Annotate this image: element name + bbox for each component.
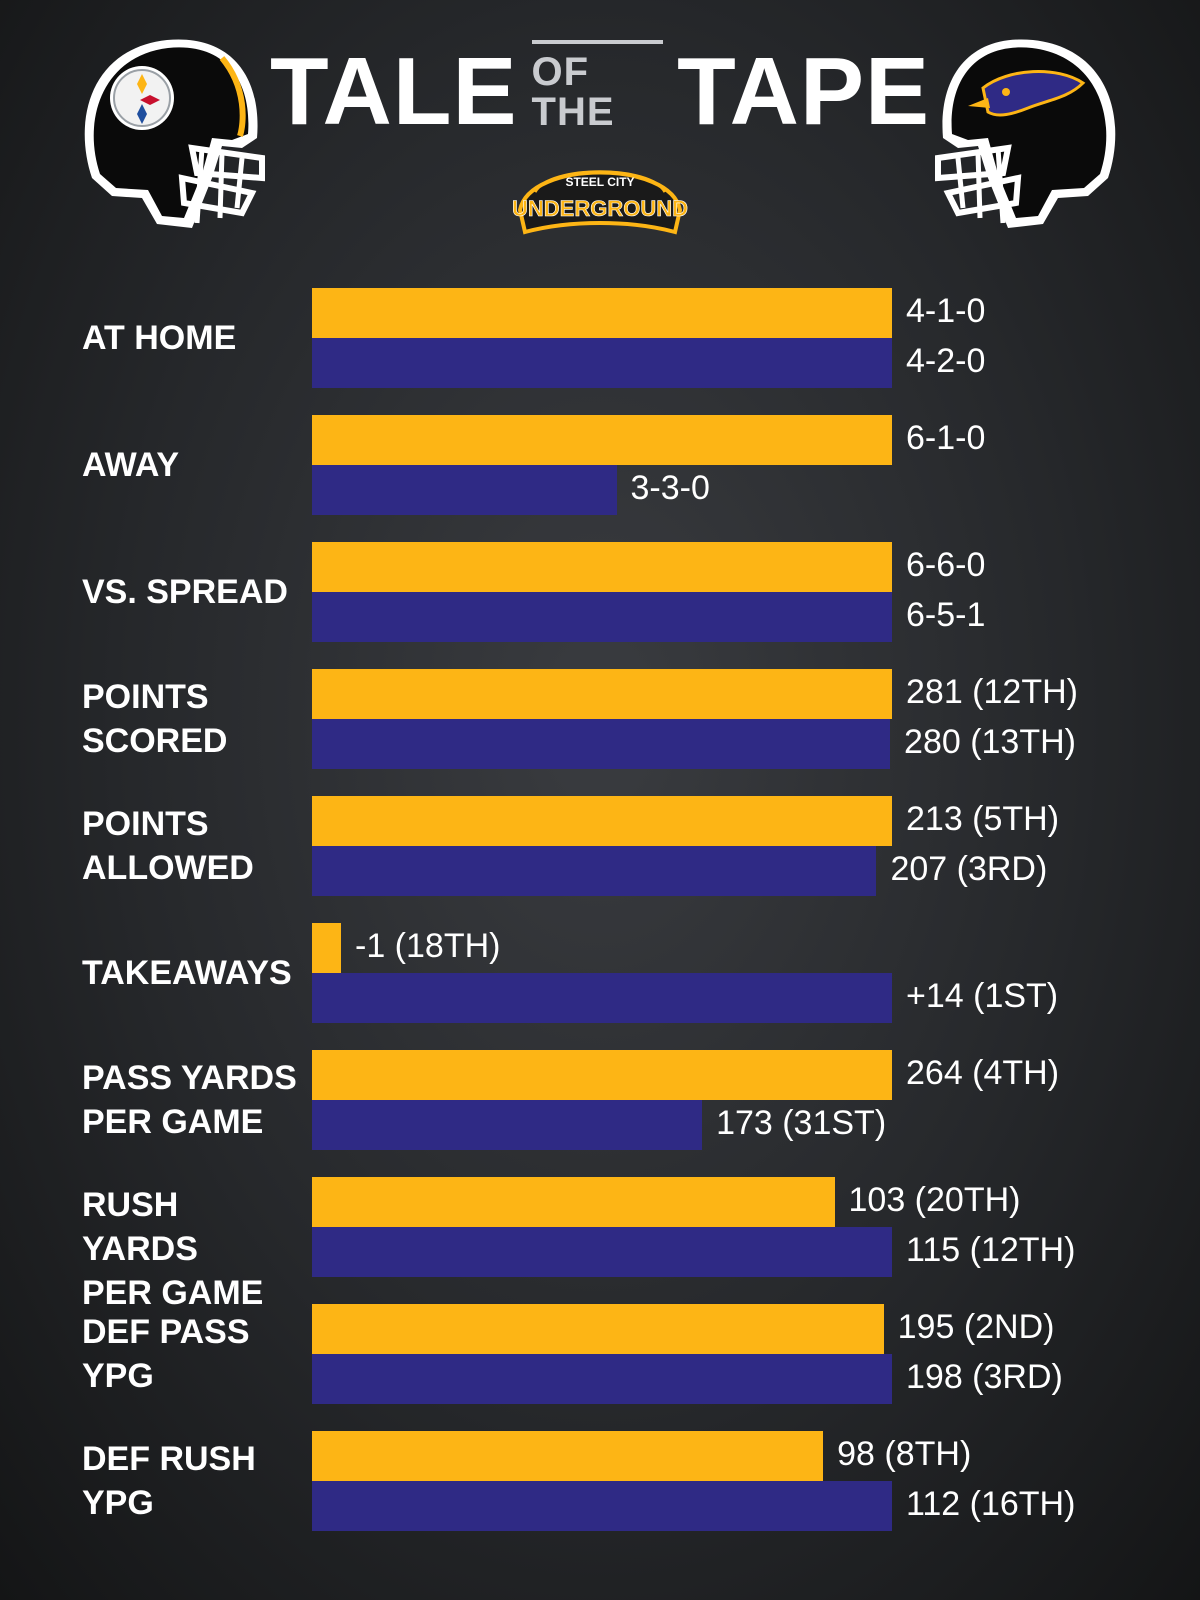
value-label-team1: 195 (2ND) [897,1308,1055,1346]
value-label-team2: 6-5-1 [906,596,986,634]
row-label: TAKEAWAYS [82,954,292,992]
bar-team1 [312,1177,835,1227]
value-label-team2: 173 (31ST) [716,1104,887,1142]
bar-team1 [312,1304,884,1354]
bar-team2 [312,1481,892,1531]
row-label: POINTS SCORED [82,678,228,760]
header: TALE OF THE TAPE STEEL CITY UNDERGROUND [0,0,1200,260]
value-label-team2: 3-3-0 [630,469,710,507]
bar-team1 [312,923,341,973]
bar-team2 [312,1100,703,1150]
title-of-the: OF THE [531,40,664,132]
bar-team1 [312,415,892,465]
bar-team1 [312,669,892,719]
bar-team1 [312,1050,892,1100]
value-label-team2: 198 (3RD) [906,1358,1063,1396]
value-label-team1: 103 (20TH) [848,1181,1021,1219]
bar-team2 [312,1227,892,1277]
bar-team2 [312,719,891,769]
value-label-team2: 280 (13TH) [904,723,1076,761]
bar-team2 [312,338,892,388]
value-label-team2: 207 (3RD) [890,850,1048,888]
row-label: DEF RUSH YPG [82,1440,256,1522]
value-label-team1: 4-1-0 [906,292,986,330]
bar-team1 [312,796,892,846]
value-label-team2: 112 (16TH) [906,1485,1076,1523]
title-tale: TALE [270,38,518,145]
value-label-team1: -1 (18TH) [355,927,501,965]
page-title: TALE OF THE TAPE [270,30,930,140]
title-tape: TAPE [677,38,930,145]
value-label-team2: +14 (1ST) [906,977,1059,1015]
value-label-team1: 98 (8TH) [837,1435,972,1473]
bar-team1 [312,288,892,338]
bar-team1 [312,1431,824,1481]
bar-team2 [312,465,617,515]
bar-team2 [312,1354,892,1404]
row-label: PASS YARDS PER GAME [82,1059,297,1141]
row-label: VS. SPREAD [82,573,288,611]
value-label-team1: 264 (4TH) [906,1054,1060,1092]
row-label: POINTS ALLOWED [82,805,254,887]
row-label: AT HOME [82,319,237,357]
row-label: DEF PASS YPG [82,1313,250,1395]
value-label-team1: 281 (12TH) [906,673,1078,711]
row-label: AWAY [82,446,180,484]
value-label-team2: 4-2-0 [906,342,986,380]
value-label-team1: 6-6-0 [906,546,986,584]
steel-city-underground-logo: STEEL CITY UNDERGROUND [512,170,688,235]
ravens-helmet-icon [935,39,1116,228]
bar-team2 [312,973,892,1023]
value-label-team1: 213 (5TH) [906,800,1060,838]
bar-team2 [312,846,877,896]
logo-top-text: STEEL CITY [565,175,634,189]
value-label-team2: 115 (12TH) [906,1231,1076,1269]
steelers-helmet-icon [84,39,265,228]
value-label-team1: 6-1-0 [906,419,986,457]
row-label: RUSH YARDS PER GAME [82,1186,264,1312]
bar-team2 [312,592,892,642]
bar-team1 [312,542,892,592]
logo-main-text: UNDERGROUND [512,196,688,221]
